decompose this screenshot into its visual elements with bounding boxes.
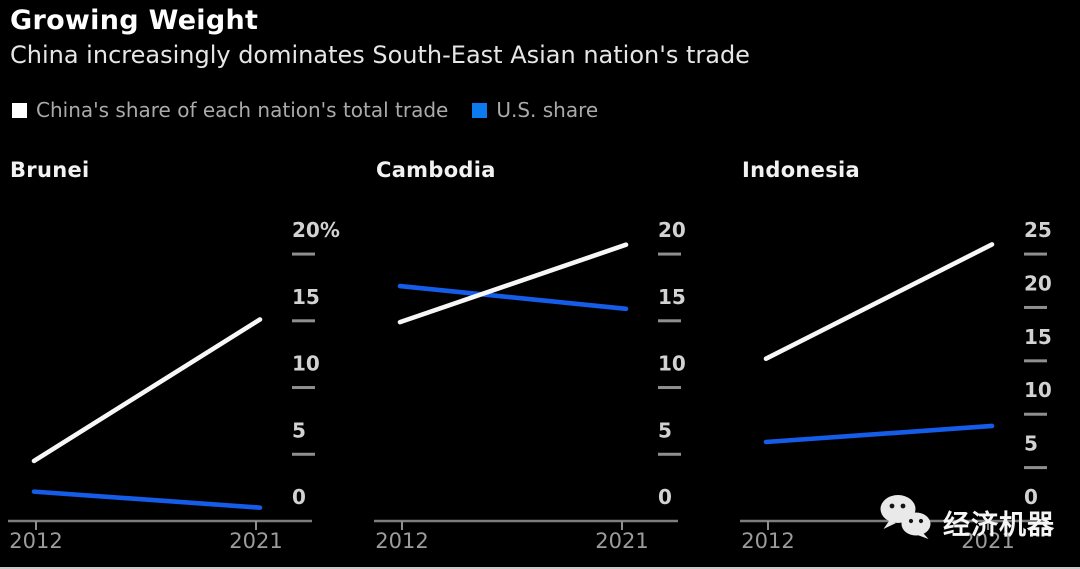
y-tick-mark bbox=[292, 252, 315, 256]
y-tick-label: 25 bbox=[1024, 218, 1052, 242]
y-tick-label: 0 bbox=[292, 485, 306, 509]
y-tick-label: 0 bbox=[1024, 485, 1038, 509]
watermark-text: 经济机器 bbox=[943, 510, 1055, 541]
y-tick-label: 20 bbox=[658, 218, 686, 242]
y-tick-mark bbox=[658, 386, 681, 390]
y-tick-mark bbox=[292, 452, 315, 456]
x-tick-label: 2021 bbox=[961, 529, 1014, 553]
y-tick-label: 5 bbox=[658, 418, 672, 442]
x-tick-label: 2012 bbox=[9, 529, 62, 553]
plot-area: 0 5 10 15 20% 2012 2021 bbox=[8, 218, 340, 553]
y-tick-label: 15 bbox=[292, 285, 320, 309]
y-tick-mark bbox=[658, 319, 681, 323]
chart-title: Cambodia bbox=[376, 158, 496, 182]
us-series-swatch bbox=[472, 102, 488, 118]
chart-subtitle: China increasingly dominates South-East … bbox=[10, 41, 750, 69]
y-tick-mark bbox=[1024, 466, 1047, 470]
x-tick-label: 2012 bbox=[741, 529, 794, 553]
plot-area: 0 5 10 15 20 2012 2021 bbox=[374, 218, 686, 553]
wechat-icon bbox=[880, 495, 931, 539]
y-tick-label: 15 bbox=[658, 285, 686, 309]
china-series-swatch bbox=[12, 102, 27, 118]
y-tick-label: 20 bbox=[1024, 271, 1052, 295]
y-tick-mark bbox=[1024, 252, 1047, 256]
y-tick-label: 10 bbox=[1024, 378, 1052, 402]
y-tick-label: 20% bbox=[292, 218, 340, 242]
y-tick-label: 0 bbox=[658, 485, 672, 509]
x-tick-label: 2021 bbox=[595, 529, 648, 553]
chart-brunei: Brunei 0 5 10 15 20% 2012 2021 bbox=[0, 150, 348, 569]
y-tick-label: 5 bbox=[1024, 432, 1038, 456]
chart-cambodia: Cambodia 0 5 10 15 20 2012 2021 bbox=[366, 150, 714, 569]
y-tick-label: 15 bbox=[1024, 325, 1052, 349]
y-tick-mark bbox=[658, 452, 681, 456]
chart-title: Brunei bbox=[10, 158, 90, 182]
y-tick-label: 10 bbox=[658, 352, 686, 376]
china-share-line bbox=[31, 317, 263, 464]
legend-label-china: China's share of each nation's total tra… bbox=[36, 98, 449, 122]
watermark: 经济机器 bbox=[876, 492, 1055, 542]
x-tick-label: 2012 bbox=[375, 529, 428, 553]
china-share-line bbox=[763, 242, 995, 362]
y-tick-mark bbox=[658, 252, 681, 256]
y-tick-mark bbox=[1024, 412, 1047, 416]
x-tick-label: 2021 bbox=[229, 529, 282, 553]
y-tick-mark bbox=[1024, 305, 1047, 309]
us-share-line bbox=[397, 283, 629, 312]
us-share-line bbox=[31, 489, 263, 510]
legend: China's share of each nation's total tra… bbox=[12, 98, 598, 122]
y-tick-mark bbox=[1024, 359, 1047, 363]
y-tick-mark bbox=[292, 386, 315, 390]
chart-indonesia: Indonesia 0 5 10 15 20 25 2012 2021 bbox=[732, 150, 1080, 569]
y-tick-label: 10 bbox=[292, 352, 320, 376]
us-share-line bbox=[763, 423, 995, 445]
legend-item-china: China's share of each nation's total tra… bbox=[12, 98, 448, 122]
legend-item-us: U.S. share bbox=[472, 98, 598, 122]
china-share-line bbox=[397, 242, 629, 325]
bottom-border bbox=[0, 567, 1080, 569]
y-tick-mark bbox=[292, 319, 315, 323]
chart-title: Indonesia bbox=[742, 158, 860, 182]
plot-area: 0 5 10 15 20 25 2012 2021 bbox=[740, 218, 1052, 553]
y-tick-label: 5 bbox=[292, 418, 306, 442]
chart-headline: Growing Weight bbox=[10, 5, 259, 36]
legend-label-us: U.S. share bbox=[496, 98, 599, 122]
